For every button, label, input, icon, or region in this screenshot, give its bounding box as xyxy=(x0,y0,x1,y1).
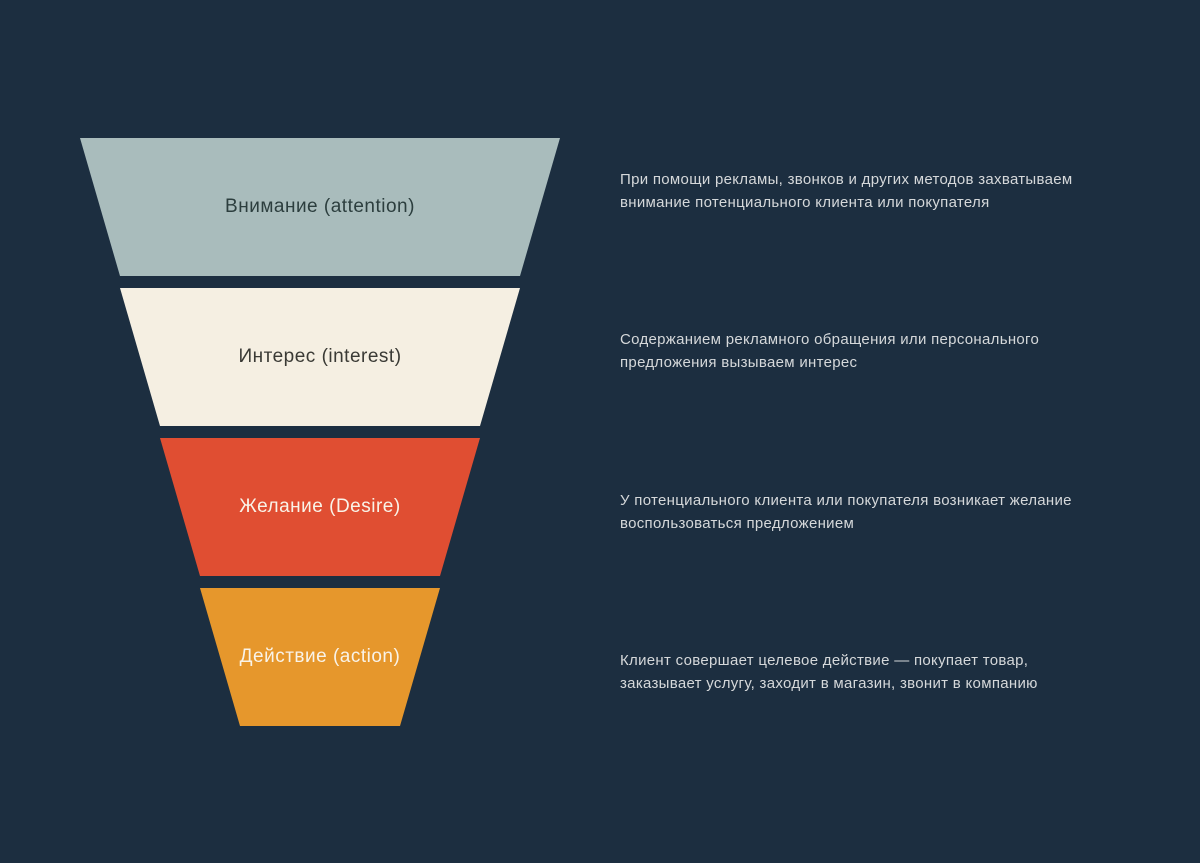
funnel-segment-label-0: Внимание (attention) xyxy=(225,196,415,218)
funnel-segment-label-3: Действие (action) xyxy=(240,646,401,668)
funnel-description-3: Клиент совершает целевое действие — поку… xyxy=(620,649,1080,696)
funnel-segment-label-2: Желание (Desire) xyxy=(239,496,400,518)
funnel-segment-0: Внимание (attention) xyxy=(80,138,560,276)
funnel-segment-label-1: Интерес (interest) xyxy=(238,346,401,368)
funnel-description-1: Содержанием рекламного обращения или пер… xyxy=(620,328,1080,375)
funnel-descriptions: При помощи рекламы, звонков и других мет… xyxy=(620,138,1120,726)
funnel-segment-1: Интерес (interest) xyxy=(120,288,520,426)
funnel-description-2: У потенциального клиента или покупателя … xyxy=(620,489,1080,536)
funnel-chart: Внимание (attention) Интерес (interest) Же… xyxy=(80,138,560,726)
funnel-segment-2: Желание (Desire) xyxy=(160,438,480,576)
funnel-segment-3: Действие (action) xyxy=(200,588,440,726)
funnel-diagram-container: Внимание (attention) Интерес (interest) Же… xyxy=(0,138,1200,726)
funnel-description-0: При помощи рекламы, звонков и других мет… xyxy=(620,168,1080,215)
